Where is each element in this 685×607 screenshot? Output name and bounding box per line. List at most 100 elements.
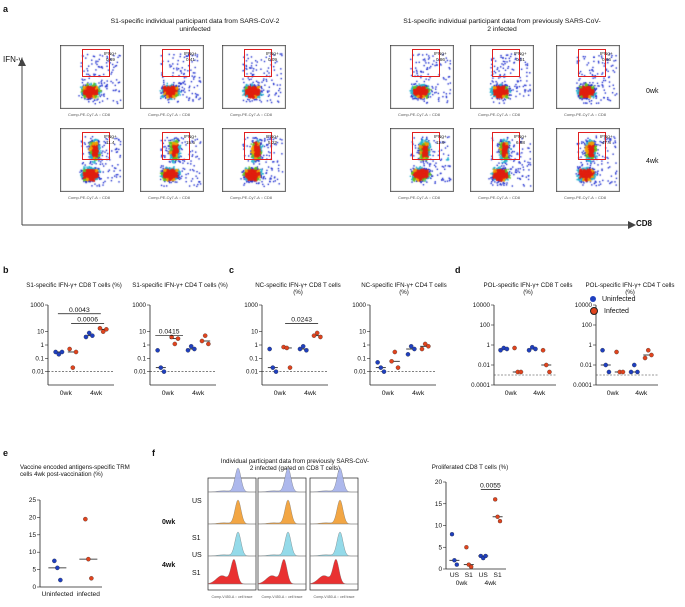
chart-b1-point-infected xyxy=(100,329,106,334)
chart-f2-point xyxy=(469,564,474,569)
panel-a-right-title: S1-specific individual participant data … xyxy=(403,18,601,33)
chart-c2-point-infected xyxy=(392,349,398,355)
chart-d2-ytick-label: 1 xyxy=(589,342,593,349)
panel-a-row-0wk: 0wk xyxy=(646,88,659,95)
chart-b2-point-infected xyxy=(175,336,181,341)
chart-b2-xtick-label: 4wk xyxy=(192,390,205,397)
flow-left-0wk-1-gate xyxy=(82,49,110,77)
hist-group-4wk: 4wk xyxy=(162,562,176,569)
flow-right-4wk-2-gate-label: IFNg+ xyxy=(514,134,527,139)
flow-left-4wk-3-gate xyxy=(244,132,272,160)
chart-c1-xtick-label: 4wk xyxy=(304,390,317,397)
chart-e-xtick-label: infected xyxy=(77,591,100,598)
chart-d1-point-infected xyxy=(512,345,517,351)
chart-f2-xgroup-label: 0wk xyxy=(456,580,468,587)
panel-a-row-4wk: 4wk xyxy=(646,158,659,165)
chart-d2-xtick-label: 4wk xyxy=(635,390,648,397)
flow-left-0wk-2-gate-label: IFNg+ xyxy=(184,51,197,56)
chart-c1-point-uninfected xyxy=(267,346,272,352)
hist-xlabel-3: Comp-V450-A :: cell trace xyxy=(314,595,355,599)
chart-c1-point-infected xyxy=(311,333,317,338)
flow-right-0wk-3-density xyxy=(556,45,620,109)
chart-c2-point-infected xyxy=(419,346,425,352)
flow-left-4wk-2-gate-label: IFNg+ xyxy=(184,134,197,139)
chart-f2-xtick-label: US xyxy=(479,572,489,579)
chart-b2-ytick-label: 10 xyxy=(139,329,146,336)
chart-f2-ytick-label: 5 xyxy=(438,544,442,551)
chart-e-xtick-label: Uninfected xyxy=(42,591,74,598)
chart-d1-xtick-label: 0wk xyxy=(505,390,518,397)
chart-f2-xgroup-label: 4wk xyxy=(485,580,497,587)
legend-uninfected-swatch xyxy=(590,296,596,303)
panel-a-axes xyxy=(18,58,636,229)
chart-c2-point-uninfected xyxy=(412,346,417,352)
chart-c2-title: NC-specific IFN-γ+ CD4 T cells (%) xyxy=(361,282,447,297)
chart-d2-xtick-label: 0wk xyxy=(607,390,620,397)
chart-d1-point-uninfected xyxy=(498,347,503,353)
chart-d1-point-infected xyxy=(518,369,524,375)
chart-b1-title: S1-specific IFN-γ+ CD8 T cells (%) xyxy=(26,282,122,289)
chart-c2-point-uninfected xyxy=(405,352,411,357)
chart-d2-point-uninfected xyxy=(635,369,640,375)
chart-d1-point-infected xyxy=(540,347,546,353)
chart-f2-point xyxy=(452,558,457,563)
chart-c1-ytick-label: 1 xyxy=(255,342,259,349)
flow-right-0wk-3-gate-label: IFNg+ xyxy=(600,51,613,56)
chart-c1-point-uninfected xyxy=(304,348,309,353)
chart-f2-ytick-label: 15 xyxy=(435,501,443,508)
flow-left-0wk-1-density xyxy=(60,45,124,109)
chart-d2-point-uninfected xyxy=(606,369,612,375)
chart-d2-ytick-label: 10000 xyxy=(575,302,593,309)
chart-d2-point-infected xyxy=(649,352,654,358)
chart-d2-point-uninfected xyxy=(600,347,605,353)
chart-c1-xtick-label: 0wk xyxy=(274,390,287,397)
chart-c1-ytick-label: 1000 xyxy=(244,302,258,309)
chart-c2-ytick-label: 1000 xyxy=(352,302,366,309)
chart-c1-point-infected xyxy=(318,334,323,340)
flow-right-0wk-1-gate-label: IFNg+ xyxy=(434,51,447,56)
chart-b2-point-uninfected xyxy=(158,365,164,370)
chart-e-ytick-label: 5 xyxy=(32,567,36,574)
chart-d1-ytick-label: 0.01 xyxy=(478,362,491,369)
chart-c1-point-infected xyxy=(314,330,320,336)
chart-c2-point-uninfected xyxy=(381,369,387,374)
flow-left-4wk-1-density xyxy=(60,128,124,192)
flow-left-4wk-2-axis-text: Comp-PE-Cy7-A :: CD8 xyxy=(148,195,191,200)
chart-f2-point xyxy=(495,514,500,519)
flow-right-4wk-3-axis-text: Comp-PE-Cy7-A :: CD8 xyxy=(564,195,607,200)
chart-e-title: Vaccine encoded antigens-specific TRM ce… xyxy=(20,464,130,479)
flow-right-4wk-3-gate xyxy=(578,132,606,160)
flow-left-0wk-3-gate-value: 0.09 xyxy=(268,57,277,62)
flow-left-0wk-2-density xyxy=(140,45,204,109)
panel-label-c: c xyxy=(229,265,235,275)
chart-c1-ytick-label: 0.1 xyxy=(249,355,258,362)
chart-b1-point-uninfected xyxy=(86,330,92,336)
chart-d2-point-infected xyxy=(646,347,651,353)
chart-c1-p-value: 0.0243 xyxy=(291,317,312,324)
legend-uninfected-label: Uninfected xyxy=(602,296,636,303)
chart-b1-ytick-label: 0.1 xyxy=(35,355,44,362)
flow-left-4wk-2-density xyxy=(140,128,204,192)
chart-c1-point-infected xyxy=(284,345,290,351)
flow-right-0wk-1-gate xyxy=(412,49,440,77)
chart-e-point xyxy=(55,565,60,571)
chart-f2-point xyxy=(449,532,455,537)
chart-b1-point-infected xyxy=(67,346,72,352)
flow-right-0wk-3-gate xyxy=(578,49,606,77)
flow-left-0wk-3-gate-label: IFNg+ xyxy=(266,51,279,56)
chart-c1-ytick-label: 10 xyxy=(251,329,258,336)
chart-b1-ytick-label: 1000 xyxy=(30,302,44,309)
flow-left-4wk-3-gate-value: 5.22 xyxy=(268,140,277,145)
chart-d2-ytick-label: 0.0001 xyxy=(573,382,592,389)
chart-c2-xtick-label: 4wk xyxy=(412,390,425,397)
chart-b1-point-uninfected xyxy=(56,352,62,357)
flow-right-0wk-2-gate xyxy=(492,49,520,77)
chart-c2-point-uninfected xyxy=(408,344,414,349)
chart-d1-ytick-label: 10000 xyxy=(473,302,491,309)
chart-d1-ytick-label: 1 xyxy=(487,342,491,349)
chart-b2-point-infected xyxy=(199,338,205,344)
chart-b2-point-infected xyxy=(172,341,178,347)
chart-b1-point-uninfected xyxy=(59,349,65,355)
chart-e-ytick-label: 0 xyxy=(32,584,36,591)
